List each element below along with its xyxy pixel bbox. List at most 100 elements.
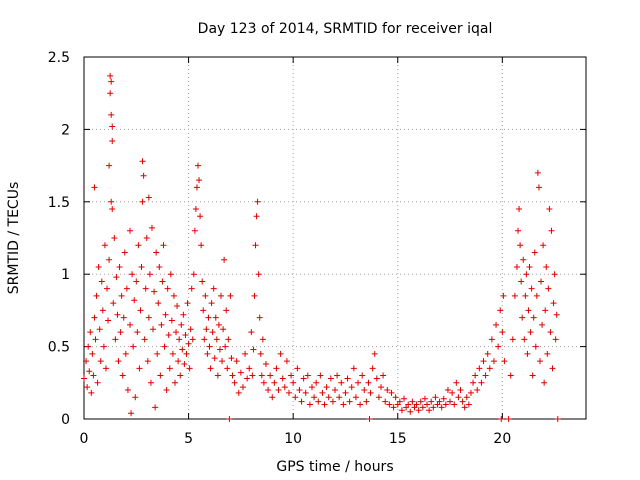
- data-point: [214, 372, 221, 379]
- data-point: [212, 314, 219, 321]
- data-point: [107, 72, 114, 79]
- data-point: [271, 379, 278, 386]
- data-point: [346, 398, 353, 405]
- data-point: [244, 375, 251, 382]
- data-point: [417, 398, 424, 405]
- data-point: [136, 365, 143, 372]
- data-point: [218, 292, 225, 299]
- data-point: [465, 401, 472, 408]
- data-point: [302, 389, 309, 396]
- data-point: [93, 292, 100, 299]
- data-point: [554, 416, 561, 422]
- data-point: [211, 355, 218, 362]
- data-point: [203, 326, 210, 333]
- data-point: [104, 285, 111, 292]
- data-point: [161, 343, 168, 350]
- data-point: [246, 365, 253, 372]
- data-point: [256, 314, 263, 321]
- data-point: [334, 372, 341, 379]
- data-point: [306, 401, 313, 408]
- data-point: [398, 407, 405, 414]
- data-point: [170, 292, 177, 299]
- data-point: [177, 372, 184, 379]
- data-point: [380, 372, 387, 379]
- data-point: [461, 404, 468, 411]
- data-point: [513, 263, 520, 270]
- data-point: [222, 343, 229, 350]
- data-point: [221, 256, 228, 263]
- data-point: [447, 398, 454, 405]
- data-point: [255, 271, 262, 278]
- y-tick-label: 1: [61, 267, 70, 283]
- data-point: [327, 375, 334, 382]
- data-point: [127, 321, 134, 328]
- data-point: [482, 372, 489, 379]
- data-point: [88, 389, 95, 396]
- data-point: [174, 303, 181, 310]
- data-point: [187, 326, 194, 333]
- data-point: [455, 394, 462, 401]
- data-point: [332, 387, 338, 394]
- data-point: [169, 350, 176, 357]
- data-point: [292, 394, 299, 401]
- data-point: [178, 321, 185, 328]
- data-point: [534, 169, 541, 176]
- data-point: [173, 329, 180, 336]
- data-point: [500, 292, 507, 299]
- data-point: [168, 317, 175, 324]
- data-point: [344, 375, 351, 382]
- data-point: [369, 365, 376, 372]
- data-point: [521, 336, 528, 343]
- data-point: [139, 198, 146, 205]
- data-point: [384, 387, 391, 394]
- data-point: [357, 401, 364, 408]
- data-point: [527, 329, 534, 336]
- data-point: [375, 394, 382, 401]
- data-point: [135, 242, 142, 249]
- data-point: [262, 360, 269, 367]
- data-point: [366, 416, 373, 422]
- data-point: [288, 372, 295, 379]
- data-point: [143, 235, 150, 241]
- y-tick-label: 1.5: [48, 195, 70, 211]
- data-point: [239, 384, 246, 391]
- data-point: [160, 242, 167, 249]
- data-point: [96, 326, 103, 333]
- data-point: [199, 278, 206, 285]
- data-point: [474, 387, 481, 394]
- data-point: [109, 206, 116, 213]
- data-point: [115, 358, 122, 365]
- chart-title: Day 123 of 2014, SRMTID for receiver iqa…: [198, 21, 493, 37]
- data-point: [91, 314, 98, 321]
- data-point: [539, 321, 546, 328]
- data-point: [526, 263, 533, 270]
- data-point: [166, 365, 173, 372]
- data-point: [424, 401, 431, 408]
- data-point: [196, 177, 203, 184]
- data-point: [498, 416, 505, 422]
- data-point: [552, 336, 559, 343]
- data-point: [148, 224, 155, 231]
- data-point: [497, 307, 504, 314]
- data-point: [147, 379, 154, 386]
- data-point: [144, 358, 151, 365]
- data-point: [532, 343, 539, 350]
- data-point: [89, 350, 96, 357]
- grid-lines: [84, 57, 586, 419]
- data-point: [363, 398, 370, 405]
- data-point: [528, 285, 535, 292]
- data-point: [463, 394, 470, 401]
- data-point: [184, 300, 191, 307]
- data-point: [367, 389, 374, 396]
- data-point: [275, 387, 282, 394]
- data-point: [151, 288, 158, 295]
- data-point: [150, 326, 157, 333]
- data-point: [382, 398, 389, 405]
- data-point: [86, 368, 93, 375]
- data-point: [257, 350, 264, 357]
- data-point: [91, 184, 98, 191]
- data-point: [155, 300, 162, 307]
- y-tick-label: 2.5: [48, 50, 70, 66]
- data-point: [190, 271, 197, 278]
